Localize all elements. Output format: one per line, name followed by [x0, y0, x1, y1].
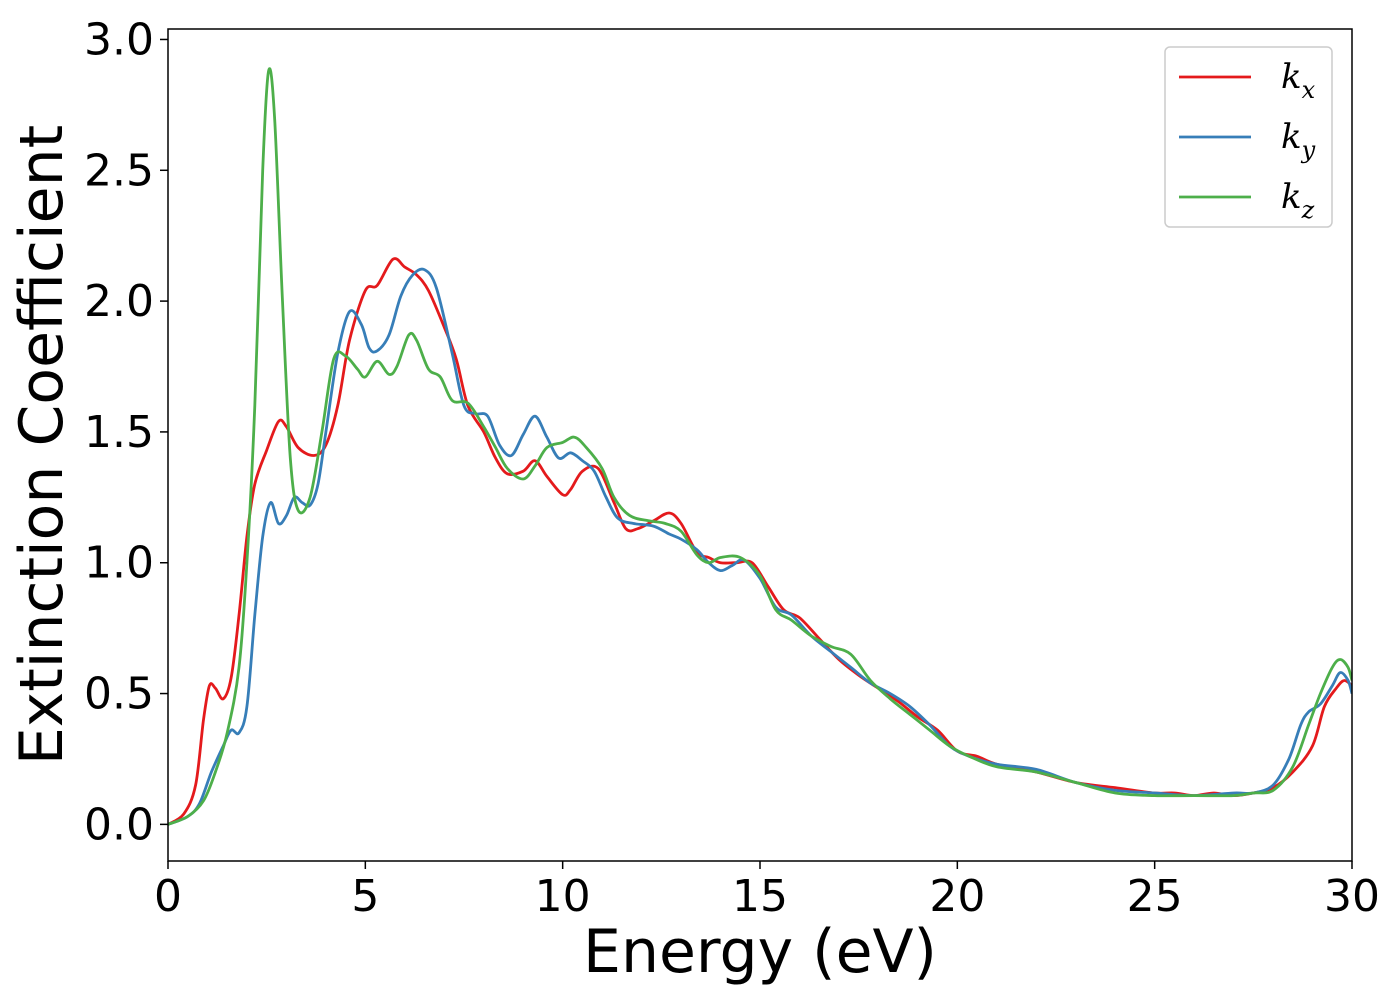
y-tick-label: 2.5	[84, 145, 154, 196]
y-tick-label: 0.0	[84, 799, 154, 850]
x-tick-label: 5	[351, 871, 379, 922]
y-tick-label: 1.0	[84, 538, 154, 589]
x-axis-title: Energy (eV)	[583, 917, 937, 987]
x-tick-label: 10	[535, 871, 591, 922]
x-axis: 0 5 10 15 20 25 30	[154, 861, 1380, 922]
y-tick-label: 3.0	[84, 14, 154, 65]
series-layer	[168, 67, 1352, 826]
series-line-x	[168, 257, 1352, 826]
x-tick-label: 30	[1324, 871, 1380, 922]
y-axis-title: Extinction Coefficient	[7, 125, 77, 765]
y-axis: 0.0 0.5 1.0 1.5 2.0 2.5 3.0	[84, 14, 168, 850]
y-tick-label: 0.5	[84, 669, 154, 720]
y-tick-label: 1.5	[84, 407, 154, 458]
x-tick-label: 20	[929, 871, 985, 922]
x-tick-label: 25	[1127, 871, 1183, 922]
y-tick-label: 2.0	[84, 276, 154, 327]
series-line-z	[168, 67, 1352, 826]
x-tick-label: 15	[732, 871, 788, 922]
x-tick-label: 0	[154, 871, 182, 922]
